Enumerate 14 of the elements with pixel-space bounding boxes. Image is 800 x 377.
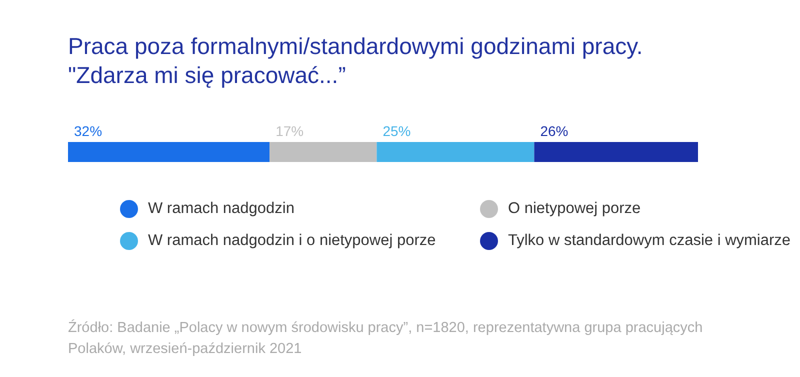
bar bbox=[376, 142, 534, 162]
data-label: 25% bbox=[382, 123, 411, 139]
legend-label: O nietypowej porze bbox=[508, 200, 641, 218]
chart-title: Praca poza formalnymi/standardowymi godzinami pracy. "Zdarza mi się pracować...” bbox=[67, 32, 644, 90]
legend-label: W ramach nadgodzin bbox=[148, 200, 294, 218]
bar bbox=[68, 142, 270, 162]
data-label: 26% bbox=[540, 123, 568, 139]
data-label: 17% bbox=[276, 123, 304, 139]
legend-label: W ramach nadgodzin i o nietypowej porze bbox=[148, 232, 436, 250]
bar bbox=[534, 142, 698, 162]
legend-label: Tylko w standardowym czasie i wymiarze bbox=[508, 232, 791, 250]
data-label: 32% bbox=[74, 123, 102, 139]
text: Źródło: Badanie „Polacy w nowym środowisku pracy”, n=1820, reprezentatywna grupa pracujących Polaków, wrzesień-październik 2021 bbox=[67, 318, 704, 359]
bar bbox=[270, 142, 377, 162]
